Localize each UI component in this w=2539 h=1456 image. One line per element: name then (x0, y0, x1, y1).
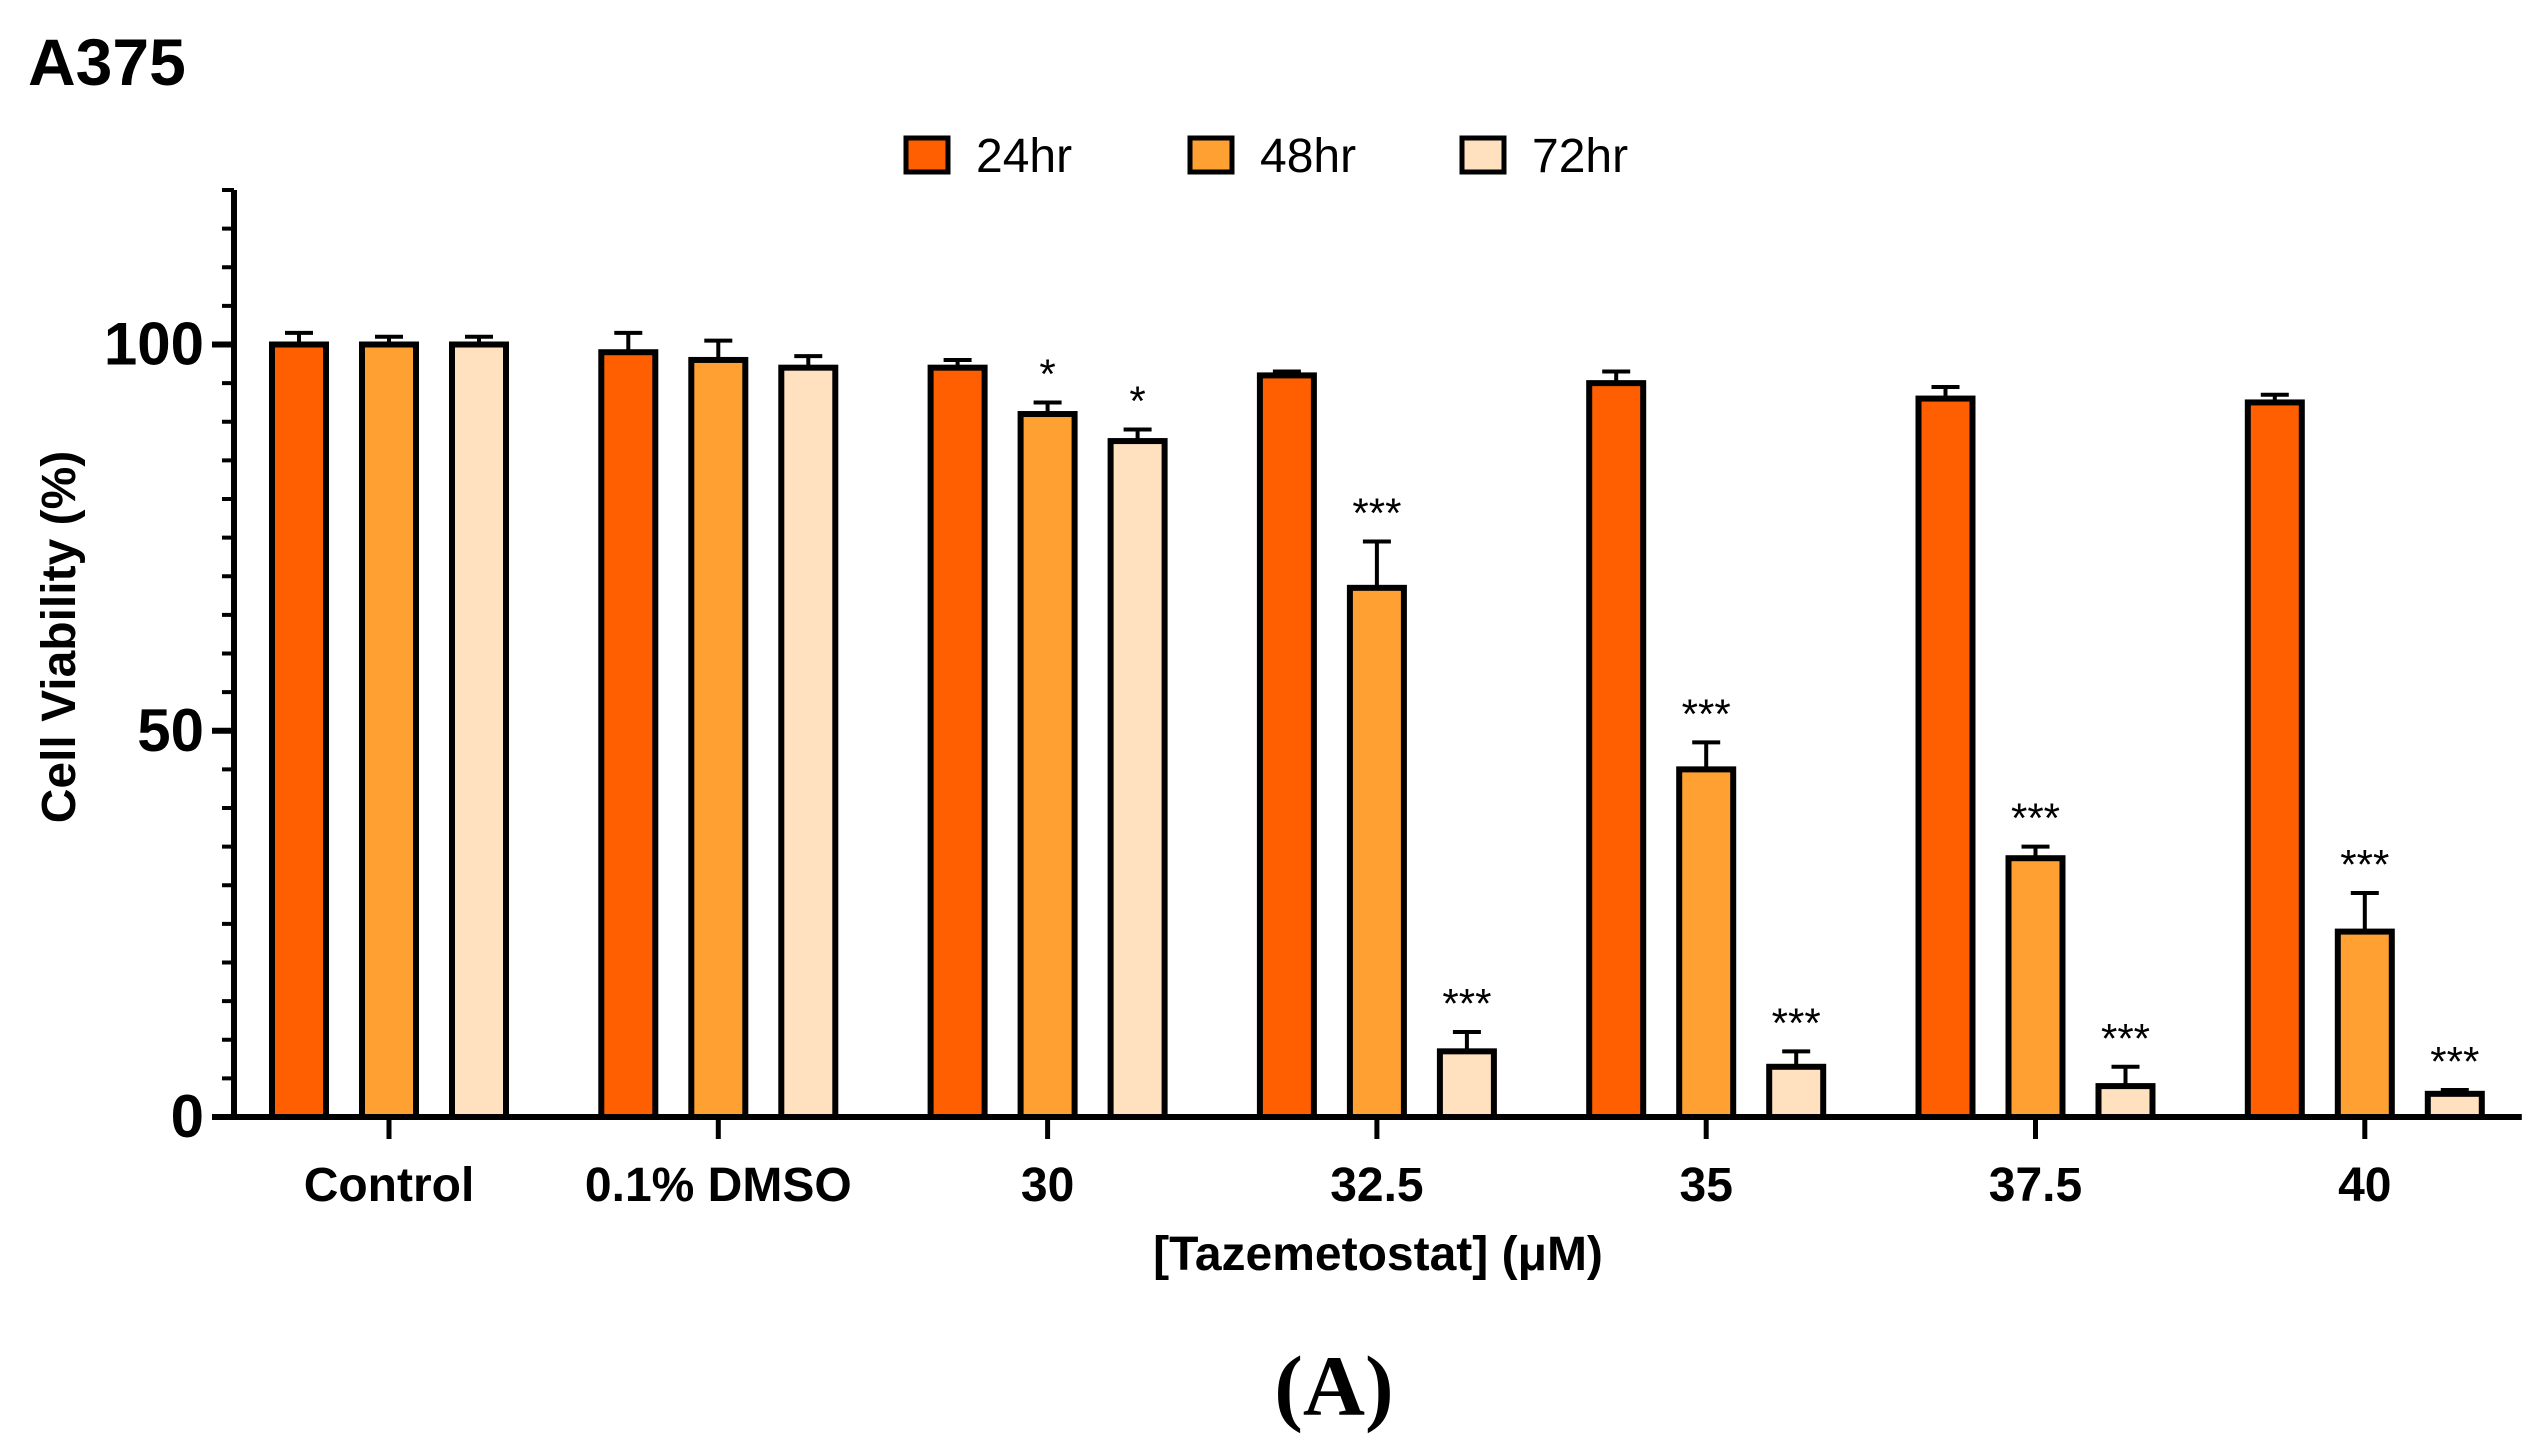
significance-label: *** (2430, 1038, 2479, 1085)
bar (269, 341, 329, 1120)
bar (1107, 438, 1168, 1120)
significance-label: *** (1442, 980, 1491, 1027)
x-axis: Control 0.1% DMSO 30 32.5 35 37.5 40 (231, 1114, 2522, 1212)
bar (2005, 855, 2066, 1121)
bar (598, 349, 659, 1121)
x-tick-label: 40 (2338, 1159, 2391, 1212)
panel-title: A375 (28, 25, 186, 99)
bar (1017, 411, 1078, 1120)
bar (1766, 1063, 1827, 1120)
significance-label: *** (2340, 841, 2389, 888)
legend-swatch (903, 135, 951, 175)
bar (1346, 584, 1407, 1120)
bars: ************************** (269, 330, 2485, 1121)
y-tick-label: 0 (171, 1083, 204, 1150)
bar (2095, 1083, 2156, 1120)
bar (449, 341, 509, 1120)
x-tick-label: 35 (1680, 1159, 1733, 1212)
bar (1586, 380, 1647, 1120)
x-tick-label: 32.5 (1330, 1159, 1423, 1212)
significance-label: *** (1352, 489, 1401, 536)
bar (1436, 1048, 1497, 1121)
bar (2424, 1090, 2485, 1120)
bar (2334, 928, 2395, 1120)
legend-label: 72hr (1532, 130, 1628, 183)
legend: 24hr 48hr 72hr (903, 130, 1628, 183)
y-tick-label: 50 (137, 697, 204, 764)
x-tick-label: 37.5 (1989, 1159, 2082, 1212)
significance-label: *** (1772, 999, 1821, 1046)
figure-caption: (A) (1274, 1338, 1393, 1434)
bar (688, 356, 749, 1120)
legend-swatch (1459, 135, 1507, 175)
y-axis-label: Cell Viability (%) (33, 451, 86, 824)
significance-label: *** (2011, 795, 2060, 842)
bar (2244, 399, 2305, 1120)
y-tick-label: 100 (104, 311, 204, 378)
legend-label: 24hr (976, 130, 1072, 183)
x-axis-label: [Tazemetostat] (μM) (1153, 1228, 1603, 1281)
significance-label: * (1129, 377, 1145, 424)
significance-label: *** (2101, 1015, 2150, 1062)
significance-label: *** (1682, 690, 1731, 737)
x-tick-label: Control (304, 1159, 475, 1212)
bar (1676, 766, 1737, 1120)
y-axis: 0 50 100 (104, 188, 237, 1150)
bar (359, 341, 419, 1120)
legend-swatch (1187, 135, 1235, 175)
x-tick-label: 0.1% DMSO (585, 1159, 852, 1212)
significance-label: * (1039, 350, 1055, 397)
bar (1915, 395, 1976, 1120)
x-tick-label: 30 (1021, 1159, 1074, 1212)
legend-label: 48hr (1260, 130, 1356, 183)
bar (778, 364, 839, 1120)
bar (927, 364, 988, 1120)
bar (1256, 372, 1317, 1120)
